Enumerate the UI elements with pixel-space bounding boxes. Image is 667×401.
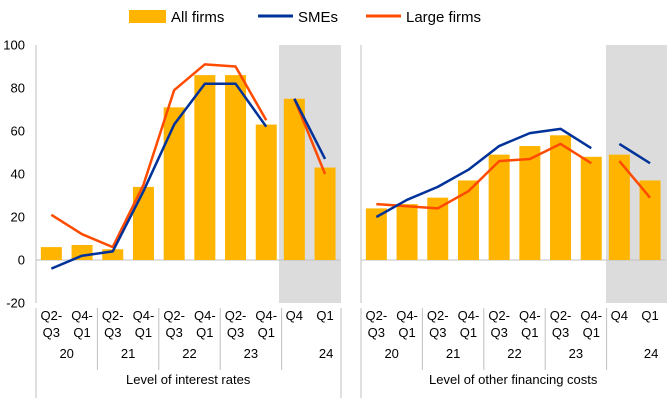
bar-all-firms (132, 186, 154, 260)
x-tick-label: Q4- (580, 308, 602, 323)
y-tick-label-4: 60 (11, 124, 25, 139)
year-label: 22 (182, 346, 196, 361)
x-tick-label: Q1 (316, 308, 333, 323)
bar-all-firms (396, 204, 418, 260)
legend-label-large-firms: Large firms (406, 9, 481, 26)
year-label: 23 (244, 346, 258, 361)
bar-all-firms (194, 75, 216, 260)
bar-all-firms (457, 180, 479, 260)
bar-all-firms (550, 135, 572, 260)
x-tick-label: Q2- (488, 308, 510, 323)
bar-all-firms (639, 180, 661, 260)
y-tick-label-6: 100 (3, 38, 25, 53)
year-label: 20 (384, 346, 398, 361)
x-tick-label: Q3 (552, 325, 569, 340)
bar-all-firms (427, 197, 449, 260)
line-smes (618, 142, 651, 165)
year-label: 21 (446, 346, 460, 361)
x-tick-label: Q3 (43, 325, 60, 340)
x-tick-label: Q1 (258, 325, 275, 340)
x-tick-label: Q2- (366, 308, 388, 323)
year-label: 23 (569, 346, 583, 361)
x-tick-label: Q4 (611, 308, 628, 323)
x-tick-label: Q1 (460, 325, 477, 340)
panel-title-0: Level of interest rates (126, 372, 251, 387)
year-label: 21 (121, 346, 135, 361)
y-tick-label-5: 80 (11, 81, 25, 96)
x-tick-label: Q2- (102, 308, 124, 323)
x-tick-label: Q3 (368, 325, 385, 340)
x-tick-label: Q1 (135, 325, 152, 340)
line-smes (293, 98, 327, 160)
x-tick-label: Q2- (427, 308, 449, 323)
x-tick-label: Q4- (255, 308, 277, 323)
line-large-firms (618, 160, 652, 199)
bar-all-firms (365, 208, 387, 260)
x-tick-label: Q4 (286, 308, 303, 323)
x-tick-label: Q1 (641, 308, 658, 323)
legend-label-smes: SMEs (298, 9, 338, 26)
x-tick-label: Q1 (196, 325, 213, 340)
year-label: 22 (507, 346, 521, 361)
line-large-firms (50, 63, 268, 249)
bar-all-firms (314, 167, 336, 260)
x-tick-label: Q1 (398, 325, 415, 340)
x-tick-label: Q4- (71, 308, 93, 323)
x-tick-label: Q3 (165, 325, 182, 340)
bar-all-firms (519, 146, 541, 260)
y-tick-label-2: 20 (11, 210, 25, 225)
x-tick-label: Q1 (73, 325, 90, 340)
x-tick-label: Q2- (163, 308, 185, 323)
line-large-firms (376, 142, 592, 210)
bar-all-firms (488, 154, 510, 260)
x-tick-label: Q3 (227, 325, 244, 340)
year-label: 24 (319, 346, 333, 361)
x-tick-label: Q2- (550, 308, 572, 323)
legend-label-all-firms: All firms (171, 9, 224, 26)
y-tick-label-0: -20 (6, 296, 25, 311)
x-tick-label: Q3 (429, 325, 446, 340)
x-tick-label: Q4- (396, 308, 418, 323)
line-smes (375, 127, 592, 219)
x-tick-label: Q2- (225, 308, 247, 323)
x-tick-label: Q3 (490, 325, 507, 340)
x-tick-label: Q1 (521, 325, 538, 340)
bar-all-firms (40, 247, 62, 260)
x-tick-label: Q4- (194, 308, 216, 323)
y-tick-label-3: 40 (11, 167, 25, 182)
year-label: 20 (59, 346, 73, 361)
x-tick-label: Q4- (133, 308, 155, 323)
x-tick-label: Q1 (583, 325, 600, 340)
y-tick-label-1: 0 (18, 253, 25, 268)
x-tick-label: Q4- (519, 308, 541, 323)
bar-all-firms (608, 154, 630, 260)
bar-all-firms (71, 244, 93, 260)
bar-all-firms (225, 75, 247, 260)
panel-title-1: Level of other financing costs (429, 372, 598, 387)
bar-all-firms (255, 124, 277, 260)
bar-all-firms (163, 107, 185, 260)
legend-swatch-all-firms (129, 10, 166, 23)
bar-all-firms (102, 249, 124, 260)
x-tick-label: Q4- (458, 308, 480, 323)
bar-all-firms (283, 98, 305, 260)
bar-all-firms (580, 156, 602, 260)
line-smes (50, 82, 268, 270)
year-label: 24 (644, 346, 658, 361)
x-tick-label: Q3 (104, 325, 121, 340)
x-tick-label: Q2- (41, 308, 63, 323)
